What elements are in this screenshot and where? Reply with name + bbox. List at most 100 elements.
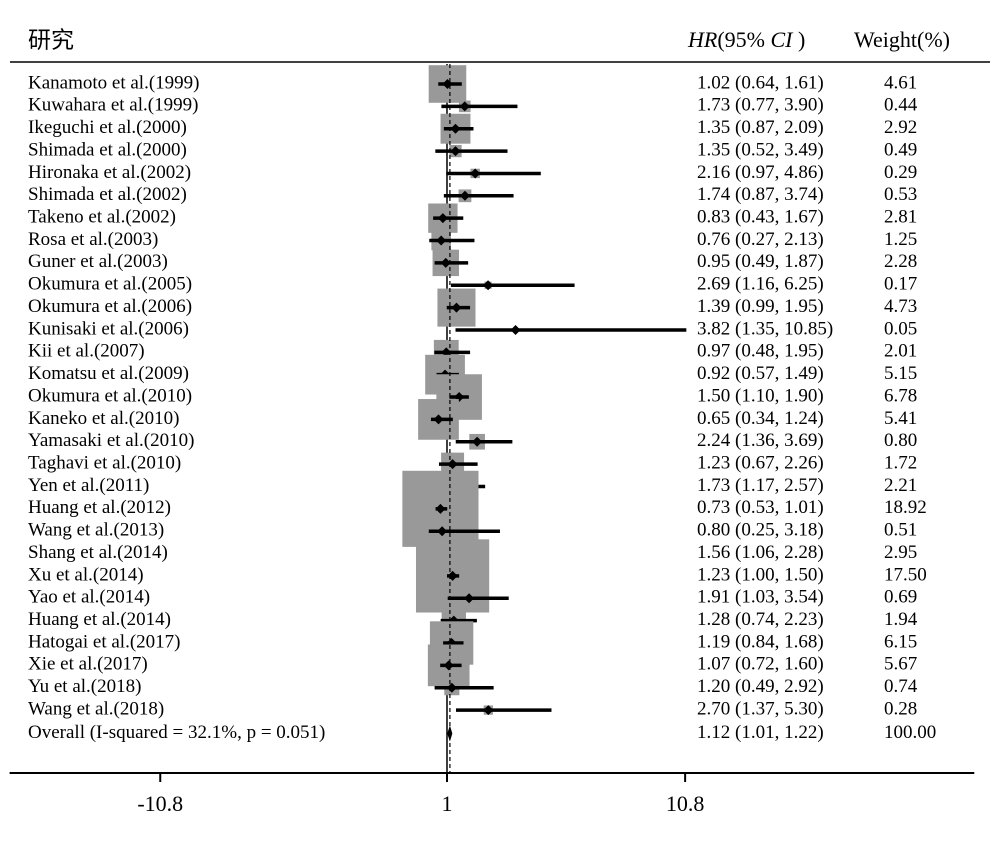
study-label: Kanamoto et al.(1999): [28, 72, 199, 93]
hr-point: [437, 526, 448, 537]
hr-header-part: ): [792, 27, 805, 52]
study-label: Xu et al.(2014): [28, 564, 144, 585]
study-label: Yamasaki et al.(2010): [28, 430, 194, 451]
hr-point: [450, 146, 461, 157]
study-label: Shimada et al.(2000): [28, 139, 187, 160]
study-label: Xie et al.(2017): [28, 654, 148, 675]
x-tick-label: 10.8: [666, 791, 705, 816]
hr-header-part: HR: [687, 27, 718, 52]
study-label: Ikeguchi et al.(2000): [28, 117, 187, 138]
x-tick-label: 1: [441, 791, 452, 816]
weight-label: 1.94: [884, 609, 918, 630]
hr-label: 3.82 (1.35, 10.85): [697, 318, 833, 339]
weight-label: 6.15: [884, 631, 917, 652]
study-label: Okumura et al.(2010): [28, 385, 192, 406]
hr-point: [450, 123, 461, 134]
hr-label: 2.70 (1.37, 5.30): [697, 698, 824, 719]
weight-label: 2.95: [884, 542, 917, 563]
hr-point: [483, 280, 494, 291]
study-label: Taghavi et al.(2010): [28, 452, 181, 473]
hr-point: [437, 213, 448, 224]
hr-label: 2.16 (0.97, 4.86): [697, 162, 824, 183]
weight-label: 0.80: [884, 430, 917, 451]
hr-label: 1.74 (0.87, 3.74): [697, 184, 824, 205]
hr-label: 0.97 (0.48, 1.95): [697, 341, 824, 362]
weight-label: 2.21: [884, 475, 917, 496]
hr-header-part: CI: [770, 27, 794, 52]
study-label: Wang et al.(2013): [28, 520, 164, 541]
study-label: Hatogai et al.(2017): [28, 631, 180, 652]
hr-label: 2.69 (1.16, 6.25): [697, 274, 824, 295]
hr-label: 1.02 (0.64, 1.61): [697, 72, 824, 93]
hr-label: 2.24 (1.36, 3.69): [697, 430, 824, 451]
hr-label: 0.80 (0.25, 3.18): [697, 520, 824, 541]
hr-label: 1.56 (1.06, 2.28): [697, 542, 824, 563]
hr-point: [464, 593, 475, 604]
hr-label: 0.95 (0.49, 1.87): [697, 251, 824, 272]
hr-point: [436, 235, 447, 246]
hr-point: [459, 190, 470, 201]
hr-label: 1.23 (0.67, 2.26): [697, 452, 824, 473]
hr-label: 1.73 (0.77, 3.90): [697, 95, 824, 116]
study-label: Komatsu et al.(2009): [28, 363, 189, 384]
study-label: Huang et al.(2012): [28, 497, 171, 518]
weight-label: 0.53: [884, 184, 917, 205]
weight-header: Weight(%): [854, 27, 950, 52]
weight-label: 1.25: [884, 229, 917, 250]
weight-label: 4.61: [884, 72, 917, 93]
hr-label: 0.92 (0.57, 1.49): [697, 363, 824, 384]
weight-label: 5.67: [884, 654, 917, 675]
hr-label: 1.20 (0.49, 2.92): [697, 676, 824, 697]
hr-point: [433, 414, 444, 425]
study-label: Kii et al.(2007): [28, 341, 145, 362]
weight-label: 0.05: [884, 318, 917, 339]
hr-label: 1.35 (0.52, 3.49): [697, 139, 824, 160]
hr-label: 1.28 (0.74, 2.23): [697, 609, 824, 630]
study-label: Yao et al.(2014): [28, 587, 150, 608]
hr-label: 1.23 (1.00, 1.50): [697, 564, 824, 585]
weight-label: 0.28: [884, 698, 917, 719]
study-label: Takeno et al.(2002): [28, 207, 176, 228]
hr-point: [483, 705, 494, 716]
weight-label: 6.78: [884, 385, 917, 406]
hr-point: [470, 168, 481, 179]
hr-point: [435, 503, 446, 514]
weight-label: 0.74: [884, 676, 918, 697]
hr-label: 1.50 (1.10, 1.90): [697, 385, 824, 406]
study-label: Hironaka et al.(2002): [28, 162, 191, 183]
study-label: Kunisaki et al.(2006): [28, 318, 189, 339]
hr-label: 1.35 (0.87, 2.09): [697, 117, 824, 138]
weight-label: 17.50: [884, 564, 927, 585]
study-label: Okumura et al.(2005): [28, 274, 192, 295]
hr-point: [443, 660, 454, 671]
hr-label: 0.73 (0.53, 1.01): [697, 497, 824, 518]
weight-label: 0.51: [884, 520, 917, 541]
weight-label: 2.81: [884, 207, 917, 228]
weight-label: 0.17: [884, 274, 917, 295]
x-tick-label: -10.8: [137, 791, 183, 816]
study-label: Shang et al.(2014): [28, 542, 168, 563]
hr-point: [472, 436, 483, 447]
weight-label: 4.73: [884, 296, 917, 317]
study-label: Wang et al.(2018): [28, 698, 164, 719]
study-label: Yen et al.(2011): [28, 475, 149, 496]
hr-point: [510, 324, 521, 335]
weight-label: 2.01: [884, 341, 917, 362]
overall-label: Overall (I-squared = 32.1%, p = 0.051): [28, 722, 325, 743]
study-label: Rosa et al.(2003): [28, 229, 158, 250]
study-label: Kuwahara et al.(1999): [28, 95, 198, 116]
weight-label: 0.49: [884, 139, 917, 160]
study-label: Shimada et al.(2002): [28, 184, 187, 205]
weight-label: 0.69: [884, 587, 917, 608]
weight-label: 0.44: [884, 95, 918, 116]
hr-label: 0.76 (0.27, 2.13): [697, 229, 824, 250]
hr-label: 1.07 (0.72, 1.60): [697, 654, 824, 675]
hr-point: [440, 257, 451, 268]
weight-label: 0.29: [884, 162, 917, 183]
study-label: Guner et al.(2003): [28, 251, 168, 272]
overall-hr-label: 1.12 (1.01, 1.22): [697, 722, 824, 743]
hr-header-part: (95%: [717, 27, 770, 52]
hr-label: 0.83 (0.43, 1.67): [697, 207, 824, 228]
study-label: Yu et al.(2018): [28, 676, 141, 697]
